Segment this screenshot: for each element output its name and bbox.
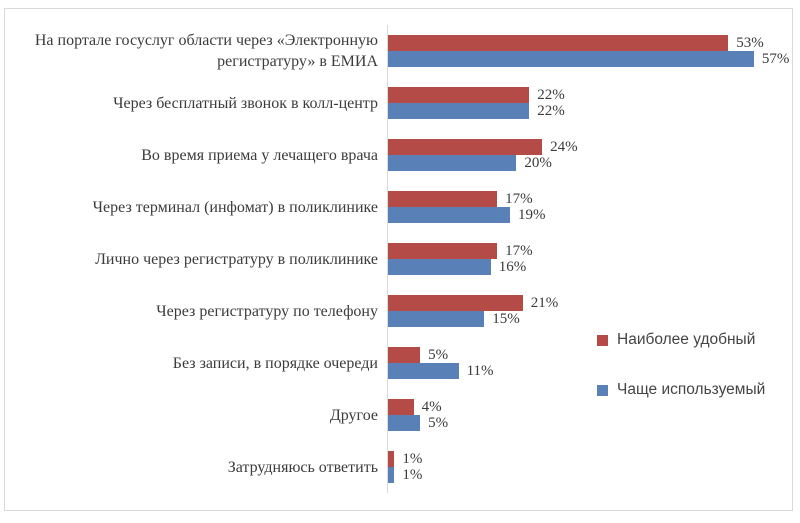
bar-more-used [388,259,491,275]
bar-most-convenient [388,347,421,363]
bar-most-convenient [388,191,498,207]
bar-line: 21% [388,295,786,311]
value-label-more-used: 19% [517,207,546,223]
category-row: Во время приема у лечащего врача 24% 20% [5,129,791,181]
value-label-most-convenient: 22% [537,87,565,103]
plot-frame: На портале госуслуг области через «Элект… [4,8,793,511]
bar-more-used [388,467,395,483]
bar-more-used [388,311,485,327]
value-label-more-used: 1% [402,467,423,483]
value-label-most-convenient: 5% [428,347,449,363]
category-label: Через терминал (инфомат) в поликлинике [92,198,378,216]
bar-line: 22% [388,87,786,103]
bar-more-used [388,363,459,379]
bar-line: 24% [388,139,786,155]
category-row: На портале госуслуг области через «Элект… [5,25,791,77]
plot-area: 1% 1% [387,441,791,493]
category-label: Без записи, в порядке очереди [172,354,378,372]
plot-area: 24% 20% [387,129,791,181]
value-label-more-used: 5% [428,415,449,431]
legend: Наиболее удобный Чаще используемый [597,331,766,432]
category-label: Затрудняюсь ответить [227,458,378,476]
bar-most-convenient [388,35,729,51]
category-row: Через регистратуру по телефону 21% 15% [5,285,791,337]
category-row: Без записи, в порядке очереди 5% 11% [5,337,791,389]
bar-line: 11% [388,363,786,379]
bar-more-used [388,51,754,67]
value-label-more-used: 15% [492,311,520,327]
plot-area: 17% 19% [387,181,791,233]
bar-line: 16% [388,259,786,275]
bar-line: 15% [388,311,786,327]
bar-line: 17% [388,191,786,207]
legend-swatch-red-icon [597,334,608,346]
plot-area: 4% 5% [387,389,791,441]
bar-most-convenient [388,139,543,155]
bar-most-convenient [388,295,523,311]
bar-line: 5% [388,347,786,363]
bar-rows: На портале госуслуг области через «Элект… [5,25,791,493]
category-row: Лично через регистратуру в поликлинике 1… [5,233,791,285]
value-label-more-used: 57% [761,51,790,67]
value-label-most-convenient: 17% [505,191,533,207]
plot-area: 21% 15% [387,285,791,337]
plot-area: 22% 22% [387,77,791,129]
legend-label-most-convenient: Наиболее удобный [617,331,756,348]
category-label: Другое [329,406,378,424]
category-row: Затрудняюсь ответить 1% 1% [5,441,791,493]
value-label-more-used: 20% [524,155,552,171]
value-label-most-convenient: 1% [402,451,423,467]
bar-line: 5% [388,415,786,431]
bar-line: 4% [388,399,786,415]
legend-item-more-used: Чаще используемый [597,381,766,398]
bar-line: 57% [388,51,789,67]
value-label-more-used: 11% [466,363,494,379]
bar-line: 53% [388,35,786,51]
value-label-more-used: 16% [498,259,527,275]
bar-more-used [388,155,517,171]
plot-area: 17% 16% [387,233,791,285]
bar-most-convenient [388,243,498,259]
plot-area: 5% 11% [387,337,791,389]
bar-line: 22% [388,103,786,119]
bar-more-used [388,415,421,431]
category-label: Через регистратуру по телефону [156,302,378,320]
plot-area: 53% 57% [387,25,791,77]
value-label-most-convenient: 21% [530,295,559,311]
value-label-more-used: 22% [537,103,565,119]
bar-line: 19% [388,207,786,223]
category-label: Через бесплатный звонок в колл-центр [113,94,378,112]
category-label: Лично через регистратуру в поликлинике [95,250,378,268]
bar-most-convenient [388,87,530,103]
bar-more-used [388,103,530,119]
legend-label-more-used: Чаще используемый [617,381,766,398]
legend-item-most-convenient: Наиболее удобный [597,331,765,348]
value-label-most-convenient: 4% [421,399,442,415]
category-label: На портале госуслуг области через «Элект… [34,32,378,70]
bar-most-convenient [388,451,395,467]
category-row: Через бесплатный звонок в колл-центр 22%… [5,77,791,129]
category-label: Во время приема у лечащего врача [141,146,378,164]
value-label-most-convenient: 24% [550,139,578,155]
bar-line: 20% [388,155,786,171]
category-row: Через терминал (инфомат) в поликлинике 1… [5,181,791,233]
category-row: Другое 4% 5% [5,389,791,441]
bar-more-used [388,207,510,223]
bar-line: 1% [388,467,786,483]
bar-line: 1% [388,451,786,467]
bar-line: 17% [388,243,786,259]
legend-swatch-blue-icon [597,384,608,396]
bar-most-convenient [388,399,414,415]
value-label-most-convenient: 53% [736,35,764,51]
value-label-most-convenient: 17% [505,243,533,259]
